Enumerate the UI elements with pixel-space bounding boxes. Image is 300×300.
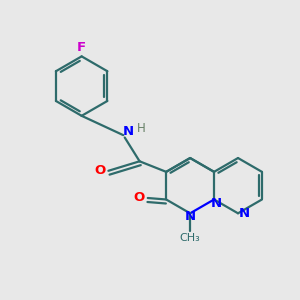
Text: CH₃: CH₃ <box>180 233 200 243</box>
Text: N: N <box>211 197 222 210</box>
Text: O: O <box>134 191 145 204</box>
Text: H: H <box>137 122 146 135</box>
Text: N: N <box>184 210 196 224</box>
Text: F: F <box>76 41 85 54</box>
Text: N: N <box>239 207 250 220</box>
Text: O: O <box>94 164 106 177</box>
Text: N: N <box>123 125 134 138</box>
